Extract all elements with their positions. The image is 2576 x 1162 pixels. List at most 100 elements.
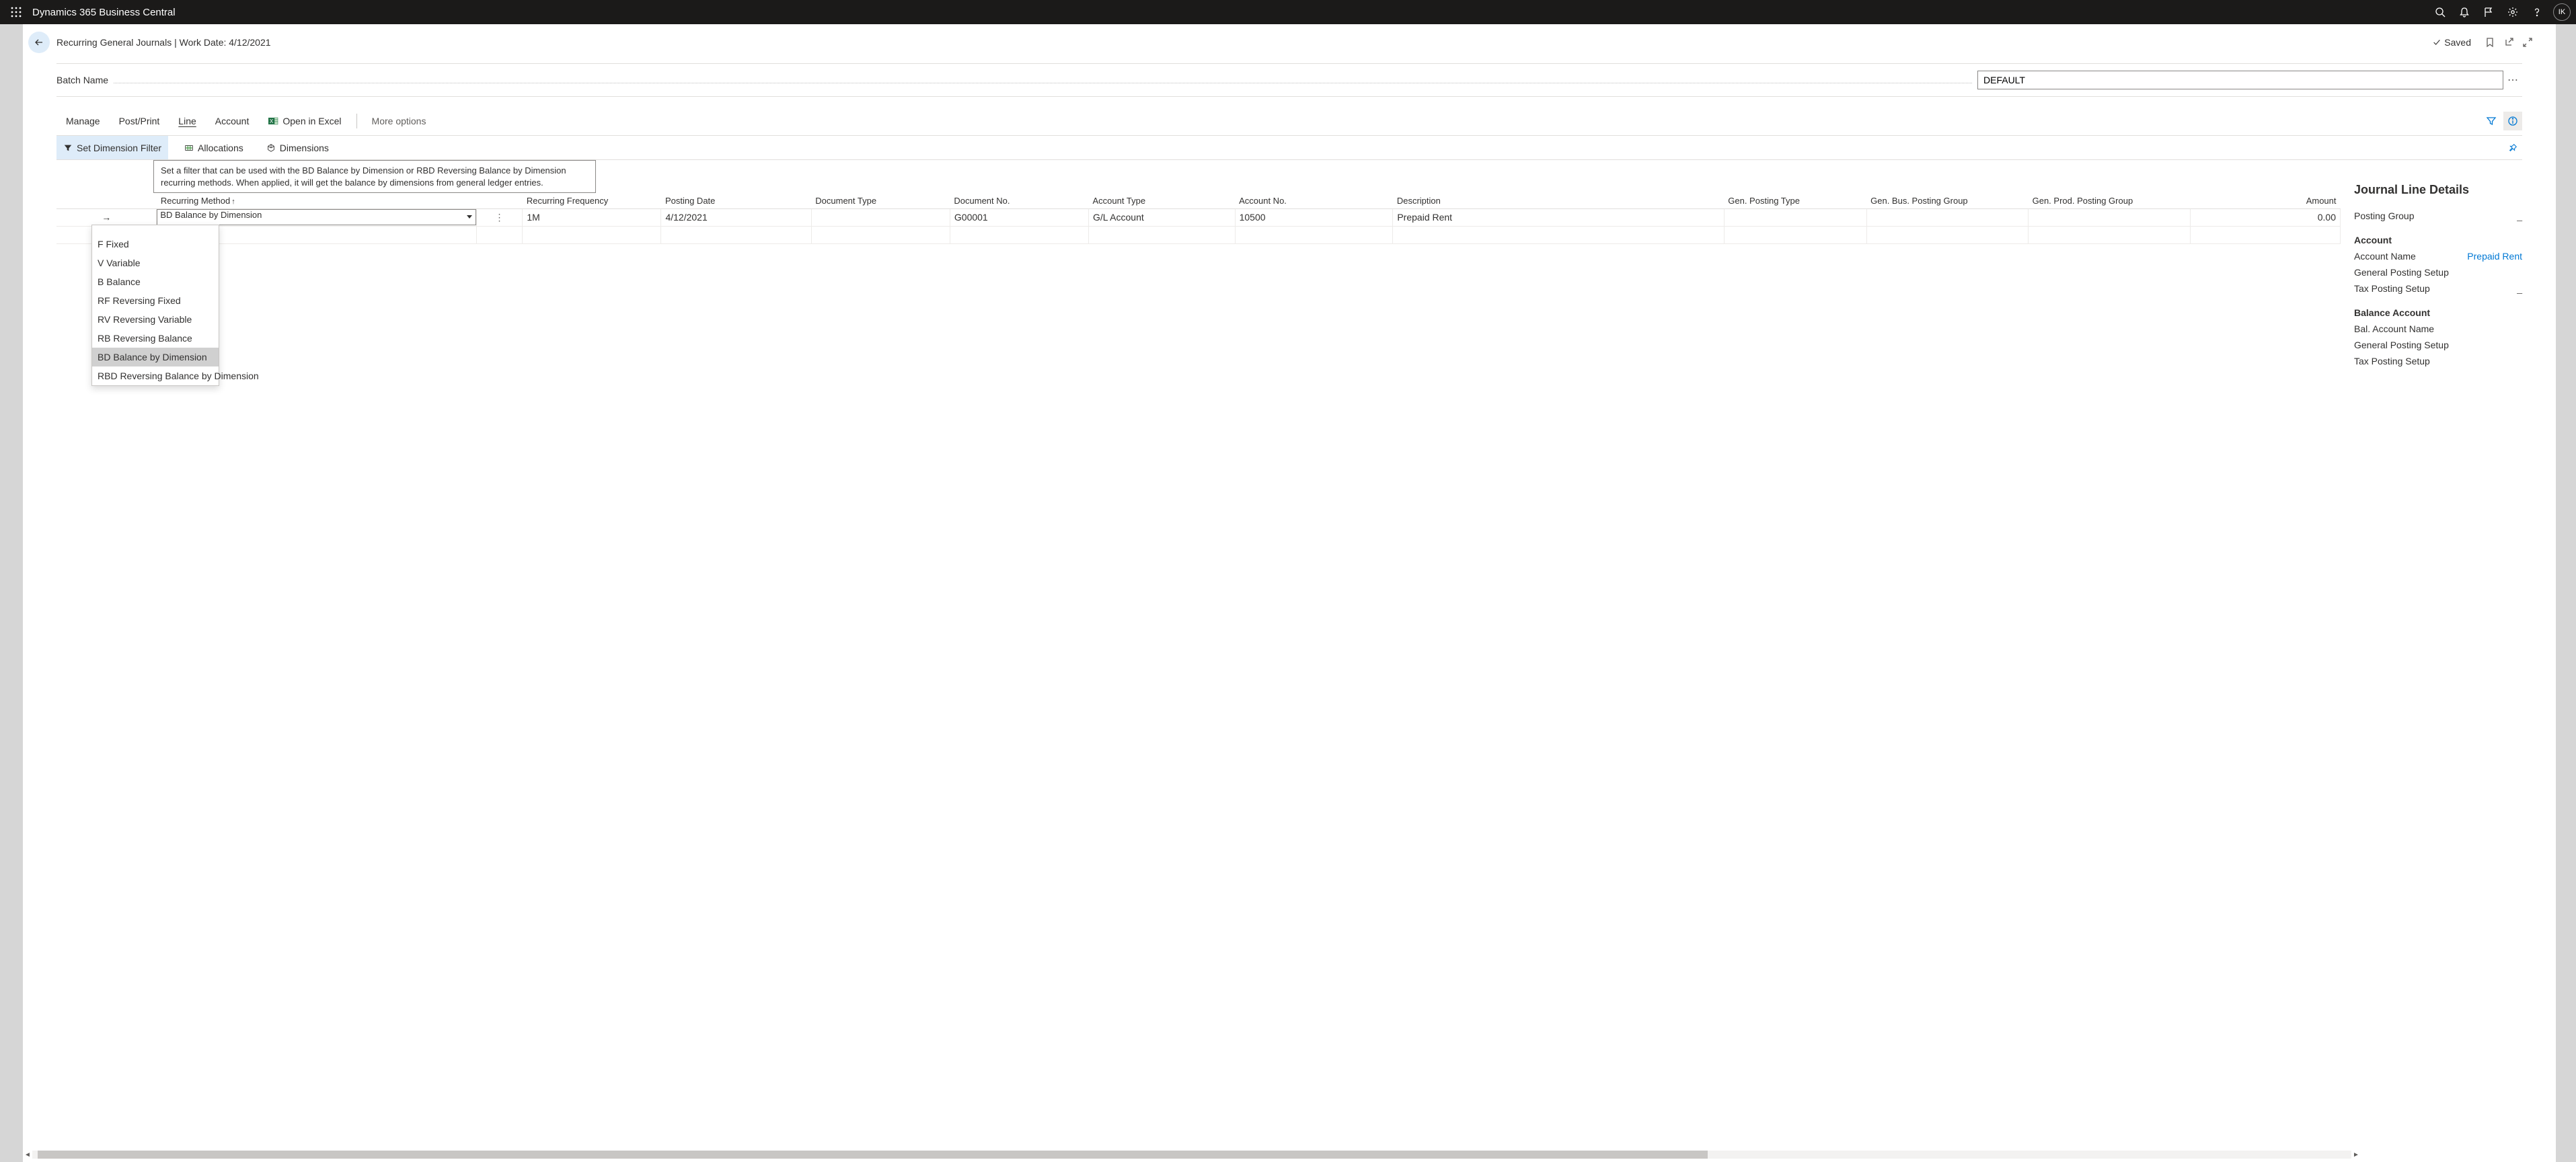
col-account-no[interactable]: Account No. — [1235, 183, 1393, 208]
batch-name-row: Batch Name ⋯ — [56, 63, 2522, 97]
search-icon[interactable] — [2428, 0, 2452, 24]
svg-text:X: X — [270, 118, 274, 124]
tab-account[interactable]: Account — [206, 106, 259, 135]
detail-posting-group: Posting Group _ — [2354, 208, 2522, 224]
col-amount[interactable]: Amount — [2190, 183, 2340, 208]
cell-account-no[interactable]: 10500 — [1235, 208, 1393, 226]
bal-account-name-label: Bal. Account Name — [2354, 323, 2434, 334]
scroll-left-arrow[interactable]: ◄ — [23, 1151, 32, 1159]
tab-manage[interactable]: Manage — [56, 106, 110, 135]
dropdown-option[interactable]: RBD Reversing Balance by Dimension — [92, 366, 219, 385]
more-options[interactable]: More options — [363, 106, 436, 135]
dropdown-option[interactable]: V Variable — [92, 254, 219, 272]
global-topbar: Dynamics 365 Business Central IK — [0, 0, 2576, 24]
dropdown-option-selected[interactable]: BD Balance by Dimension — [92, 348, 219, 366]
recurring-method-dropdown[interactable]: F Fixed V Variable B Balance RF Reversin… — [91, 225, 219, 386]
back-button[interactable] — [28, 32, 50, 53]
row-actions-menu[interactable]: ⋮ — [476, 208, 523, 226]
cell-recurring-method[interactable]: BD Balance by Dimension — [157, 208, 476, 226]
info-panel-icon[interactable] — [2503, 112, 2522, 130]
posting-group-value: _ — [2517, 210, 2522, 221]
help-icon[interactable] — [2525, 0, 2549, 24]
settings-icon[interactable] — [2501, 0, 2525, 24]
dimensions-icon — [266, 143, 276, 153]
general-posting-setup-label: General Posting Setup — [2354, 267, 2449, 278]
breadcrumb: Recurring General Journals | Work Date: … — [56, 37, 271, 48]
toolbar-divider — [356, 114, 357, 128]
pin-icon[interactable] — [2503, 139, 2522, 157]
current-row-indicator: → — [56, 208, 157, 226]
bal-general-posting-setup-label: General Posting Setup — [2354, 340, 2449, 350]
set-dimension-filter-button[interactable]: Set Dimension Filter — [56, 136, 168, 159]
balance-account-section-header: Balance Account — [2354, 307, 2522, 318]
action-toolbar: Manage Post/Print Line Account X Open in… — [56, 106, 2522, 136]
account-name-value[interactable]: Prepaid Rent — [2467, 251, 2522, 262]
workspace: Recurring General Journals | Work Date: … — [23, 24, 2556, 1162]
cell-gen-bus-posting-group[interactable] — [1866, 208, 2028, 226]
user-avatar[interactable]: IK — [2553, 3, 2571, 21]
dropdown-option[interactable]: B Balance — [92, 272, 219, 291]
detail-bal-tax-posting-setup: Tax Posting Setup — [2354, 353, 2522, 369]
journal-grid-container: Recurring Method↑ Recurring Frequency Po… — [56, 183, 2341, 1116]
dropdown-option[interactable]: RB Reversing Balance — [92, 329, 219, 348]
check-icon — [2432, 38, 2441, 47]
collapse-icon[interactable] — [2518, 33, 2537, 52]
scroll-right-arrow[interactable]: ► — [2351, 1151, 2361, 1159]
allocations-button[interactable]: Allocations — [178, 136, 250, 159]
col-gen-posting-type[interactable]: Gen. Posting Type — [1724, 183, 1866, 208]
batch-lookup-button[interactable]: ⋯ — [2503, 73, 2522, 87]
col-document-no[interactable]: Document No. — [950, 183, 1088, 208]
col-description[interactable]: Description — [1393, 183, 1724, 208]
col-posting-date[interactable]: Posting Date — [661, 183, 811, 208]
dimensions-label: Dimensions — [280, 143, 329, 153]
table-row-empty[interactable] — [56, 226, 2341, 243]
cell-posting-date[interactable]: 4/12/2021 — [661, 208, 811, 226]
details-pane: Journal Line Details Posting Group _ Acc… — [2341, 183, 2522, 1116]
flag-icon[interactable] — [2476, 0, 2501, 24]
tab-open-excel[interactable]: X Open in Excel — [258, 106, 350, 135]
filter-icon[interactable] — [2482, 112, 2501, 130]
scroll-thumb[interactable] — [38, 1151, 1708, 1159]
dimensions-button[interactable]: Dimensions — [260, 136, 336, 159]
posting-group-label: Posting Group — [2354, 210, 2415, 221]
detail-bal-general-posting-setup: General Posting Setup — [2354, 337, 2522, 353]
bookmark-icon[interactable] — [2480, 33, 2499, 52]
scroll-track[interactable] — [32, 1151, 2351, 1159]
tax-posting-setup-label: Tax Posting Setup — [2354, 283, 2430, 294]
saved-indicator: Saved — [2432, 37, 2471, 48]
set-dimension-filter-label: Set Dimension Filter — [77, 143, 161, 153]
cell-gen-posting-type[interactable] — [1724, 208, 1866, 226]
popout-icon[interactable] — [2499, 33, 2518, 52]
grid-area: Recurring Method↑ Recurring Frequency Po… — [56, 183, 2522, 1116]
col-gen-prod-posting-group[interactable]: Gen. Prod. Posting Group — [2029, 183, 2190, 208]
page-header: Recurring General Journals | Work Date: … — [23, 24, 2556, 61]
dropdown-option[interactable]: F Fixed — [92, 235, 219, 254]
app-launcher-icon[interactable] — [5, 1, 27, 23]
detail-bal-account-name: Bal. Account Name — [2354, 321, 2522, 337]
cell-account-type[interactable]: G/L Account — [1089, 208, 1236, 226]
dropdown-option[interactable]: RF Reversing Fixed — [92, 291, 219, 310]
cell-gen-prod-posting-group[interactable] — [2029, 208, 2190, 226]
notifications-icon[interactable] — [2452, 0, 2476, 24]
tax-posting-setup-value: _ — [2517, 283, 2522, 294]
cell-recurring-frequency[interactable]: 1M — [523, 208, 661, 226]
col-account-type[interactable]: Account Type — [1089, 183, 1236, 208]
saved-label: Saved — [2444, 37, 2471, 48]
detail-account-name: Account Name Prepaid Rent — [2354, 248, 2522, 264]
dropdown-option[interactable]: RV Reversing Variable — [92, 310, 219, 329]
cell-document-no[interactable]: G00001 — [950, 208, 1088, 226]
tab-line[interactable]: Line — [169, 106, 205, 135]
table-row[interactable]: → BD Balance by Dimension ⋮ 1M 4/12/2021… — [56, 208, 2341, 226]
allocations-label: Allocations — [198, 143, 243, 153]
line-subtoolbar: Set Dimension Filter Allocations Dimensi… — [56, 136, 2522, 160]
cell-document-type[interactable] — [811, 208, 950, 226]
col-document-type[interactable]: Document Type — [811, 183, 950, 208]
cell-amount[interactable]: 0.00 — [2190, 208, 2340, 226]
cell-description[interactable]: Prepaid Rent — [1393, 208, 1724, 226]
bal-tax-posting-setup-label: Tax Posting Setup — [2354, 356, 2430, 366]
recurring-method-select[interactable]: BD Balance by Dimension — [157, 209, 476, 225]
tab-post-print[interactable]: Post/Print — [110, 106, 169, 135]
col-gen-bus-posting-group[interactable]: Gen. Bus. Posting Group — [1866, 183, 2028, 208]
batch-name-input[interactable] — [1977, 71, 2503, 89]
horizontal-scrollbar[interactable]: ◄ ► — [23, 1150, 2361, 1159]
